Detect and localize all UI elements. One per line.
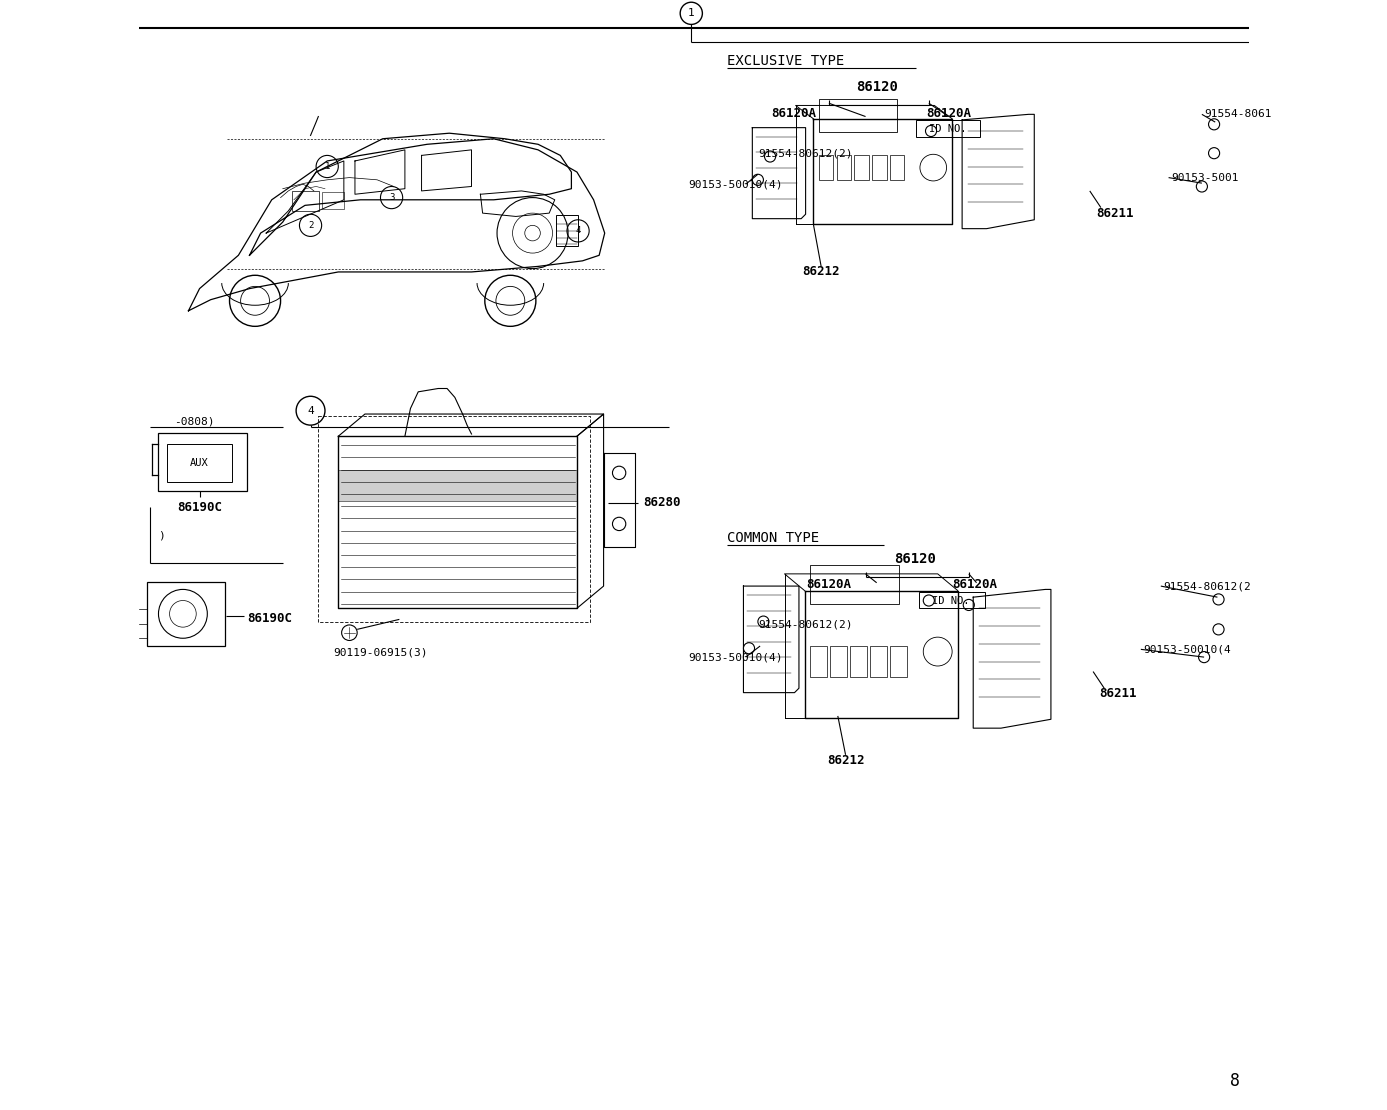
Bar: [818, 99, 896, 132]
Text: ID NO.: ID NO.: [932, 595, 970, 606]
Text: 8: 8: [1230, 1072, 1240, 1090]
Text: EXCLUSIVE TYPE: EXCLUSIVE TYPE: [727, 54, 845, 68]
Text: 86120A: 86120A: [927, 107, 971, 120]
Text: 86280: 86280: [644, 496, 681, 509]
Text: 91554-80612(2): 91554-80612(2): [757, 148, 853, 159]
Bar: [158, 433, 247, 491]
Text: 90153-50010(4: 90153-50010(4: [1143, 644, 1230, 655]
Bar: [890, 155, 904, 180]
Bar: [854, 155, 868, 180]
Bar: [168, 444, 232, 482]
Bar: [850, 646, 867, 677]
Bar: [915, 120, 979, 137]
Text: 91554-80612(2: 91554-80612(2: [1164, 581, 1251, 592]
Text: ID NO.: ID NO.: [929, 123, 967, 134]
Text: 90153-50010(4): 90153-50010(4): [688, 652, 782, 663]
Text: 86120A: 86120A: [771, 107, 816, 120]
Bar: [818, 155, 834, 180]
Bar: [890, 646, 907, 677]
Bar: [322, 192, 344, 209]
Bar: [291, 191, 319, 211]
Text: 86120: 86120: [895, 552, 936, 566]
Text: 86190C: 86190C: [178, 501, 222, 514]
Text: 1: 1: [325, 162, 330, 171]
Text: 90119-06915(3): 90119-06915(3): [333, 647, 427, 658]
Text: 86120: 86120: [856, 80, 897, 94]
Bar: [870, 646, 886, 677]
Text: 3: 3: [388, 193, 394, 202]
Text: ): ): [158, 529, 165, 541]
Bar: [836, 155, 852, 180]
Text: 2: 2: [308, 221, 313, 230]
Text: COMMON TYPE: COMMON TYPE: [727, 532, 818, 545]
Bar: [918, 592, 985, 608]
Text: -0808): -0808): [173, 416, 215, 427]
Bar: [872, 155, 886, 180]
Text: 91554-8061: 91554-8061: [1204, 109, 1272, 120]
Bar: [338, 470, 577, 501]
Bar: [829, 646, 846, 677]
Bar: [556, 215, 578, 246]
Text: 86120A: 86120A: [951, 578, 997, 592]
Text: 86212: 86212: [803, 265, 841, 279]
Text: 90153-5001: 90153-5001: [1171, 172, 1239, 183]
Text: 91554-80612(2): 91554-80612(2): [757, 619, 853, 630]
Text: 90153-50010(4): 90153-50010(4): [688, 179, 782, 190]
Bar: [810, 646, 827, 677]
Text: 86211: 86211: [1099, 687, 1136, 700]
Text: 4: 4: [576, 226, 581, 235]
Text: 86190C: 86190C: [247, 612, 293, 625]
Text: 86212: 86212: [827, 754, 864, 767]
Bar: [147, 582, 225, 646]
Text: 86120A: 86120A: [806, 578, 852, 592]
Text: 86211: 86211: [1097, 206, 1135, 220]
Bar: [810, 565, 899, 604]
Text: 4: 4: [307, 405, 313, 416]
Text: 1: 1: [688, 8, 695, 19]
Text: AUX: AUX: [190, 457, 209, 468]
